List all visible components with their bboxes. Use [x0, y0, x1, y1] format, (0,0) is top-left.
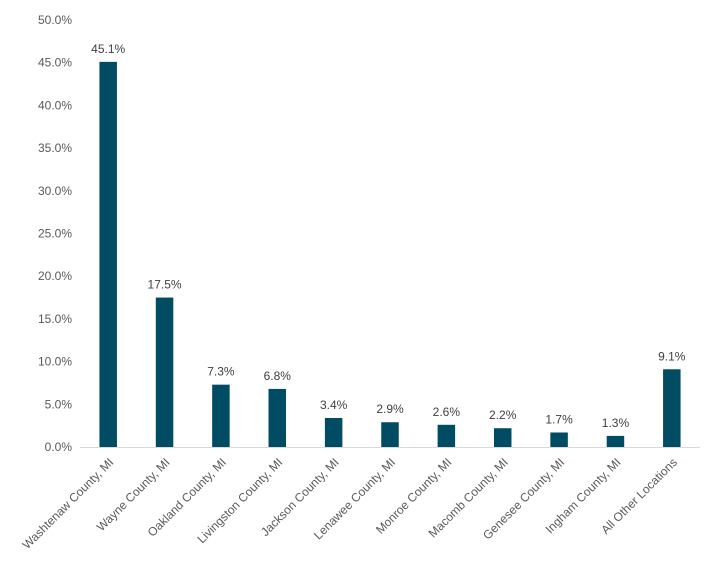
- bars: [99, 61, 681, 447]
- category-label: Washtenaw County, MI: [20, 455, 117, 552]
- data-label: 9.1%: [658, 349, 686, 363]
- y-tick-label: 50.0%: [38, 13, 72, 27]
- data-labels: 45.1% 17.5% 7.3% 6.8% 3.4% 2.9% 2.6% 2.2% 1.7% 1.…: [91, 42, 686, 430]
- data-label: 2.6%: [433, 405, 461, 419]
- y-tick-label: 45.0%: [38, 56, 72, 70]
- data-label: 1.3%: [602, 416, 630, 430]
- bar: [663, 369, 681, 447]
- y-axis-ticks: 0.0% 5.0% 10.0% 15.0% 20.0% 25.0% 30.0% 35.0% 40…: [38, 13, 72, 454]
- data-label: 3.4%: [320, 398, 348, 412]
- y-tick-label: 25.0%: [38, 227, 72, 241]
- y-tick-label: 35.0%: [38, 141, 72, 155]
- bar: [381, 422, 399, 447]
- bar: [268, 388, 287, 447]
- data-label: 45.1%: [91, 42, 125, 56]
- bar: [493, 428, 512, 447]
- data-label: 17.5%: [148, 278, 182, 292]
- data-label: 7.3%: [207, 365, 235, 379]
- bar: [324, 417, 343, 447]
- y-tick-label: 5.0%: [45, 397, 73, 411]
- bar: [606, 435, 625, 447]
- data-label: 2.9%: [376, 402, 404, 416]
- bar: [212, 384, 230, 447]
- data-label: 1.7%: [545, 412, 573, 426]
- bar: [550, 432, 568, 447]
- bar: [99, 61, 117, 447]
- y-tick-label: 40.0%: [38, 98, 72, 112]
- bar: [437, 424, 456, 447]
- y-tick-label: 15.0%: [38, 312, 72, 326]
- data-label: 2.2%: [489, 408, 517, 422]
- y-tick-label: 30.0%: [38, 184, 72, 198]
- y-tick-label: 20.0%: [38, 269, 72, 283]
- bar: [155, 297, 174, 447]
- data-label: 6.8%: [264, 369, 292, 383]
- y-tick-label: 10.0%: [38, 355, 72, 369]
- y-tick-label: 0.0%: [45, 440, 73, 454]
